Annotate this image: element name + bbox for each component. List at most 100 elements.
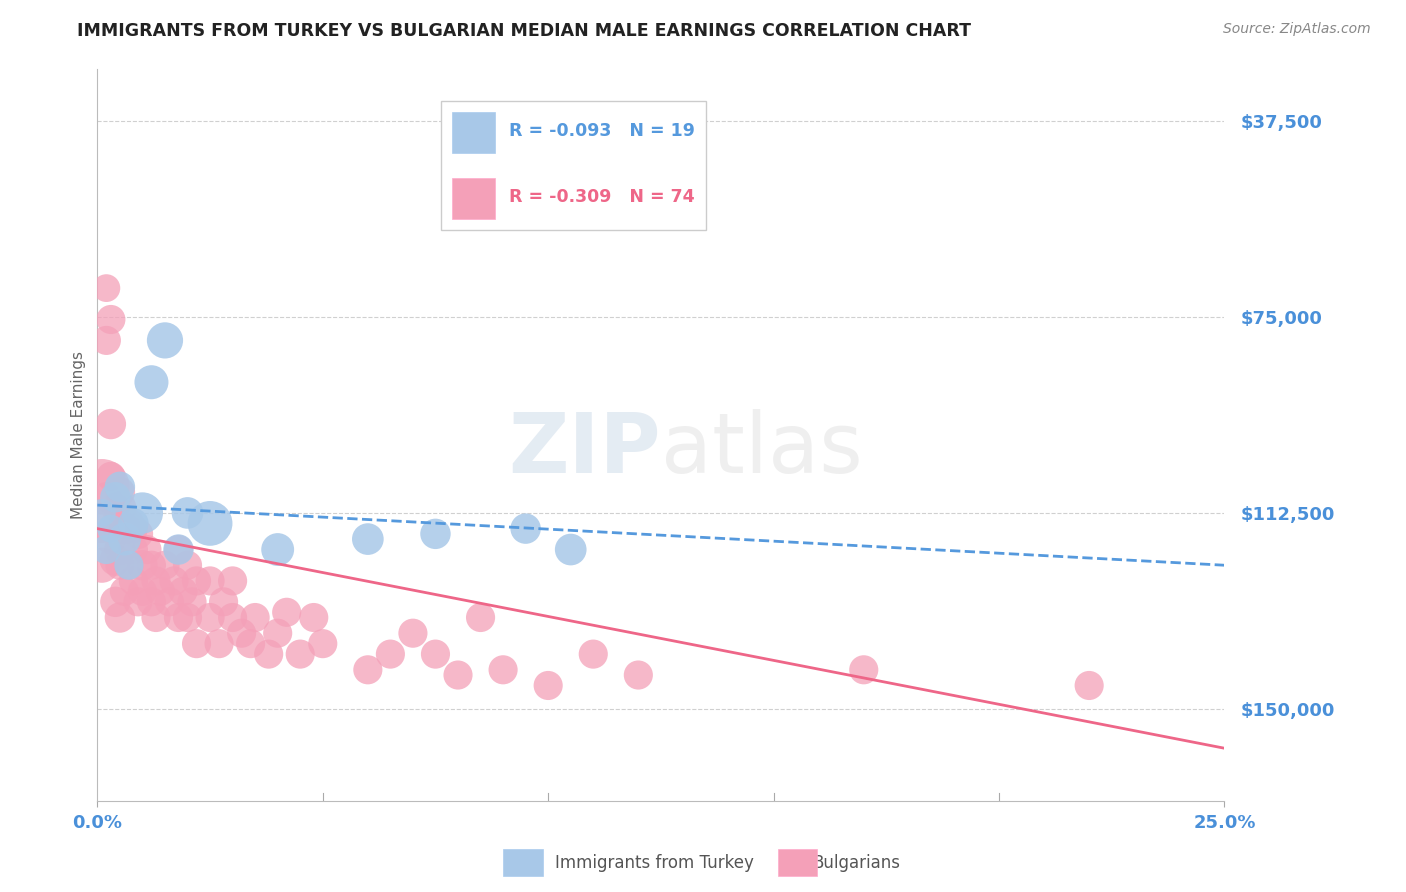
Point: [131, 506, 153, 520]
Point: [122, 522, 145, 536]
Text: ZIP: ZIP: [509, 409, 661, 490]
Point: [425, 647, 447, 661]
Point: [100, 522, 122, 536]
Point: [108, 500, 131, 515]
Point: [257, 647, 280, 661]
Point: [159, 595, 181, 609]
Text: IMMIGRANTS FROM TURKEY VS BULGARIAN MEDIAN MALE EARNINGS CORRELATION CHART: IMMIGRANTS FROM TURKEY VS BULGARIAN MEDI…: [77, 22, 972, 40]
Point: [167, 610, 190, 624]
Point: [198, 610, 221, 624]
Point: [90, 558, 112, 573]
Text: Immigrants from Turkey: Immigrants from Turkey: [555, 855, 754, 872]
Point: [266, 542, 288, 557]
Point: [108, 485, 131, 500]
Point: [181, 595, 204, 609]
Point: [425, 526, 447, 541]
Point: [402, 626, 425, 640]
Point: [112, 532, 135, 546]
Point: [167, 542, 190, 557]
Point: [176, 610, 198, 624]
Point: [221, 610, 243, 624]
Point: [149, 584, 172, 599]
Point: [90, 480, 112, 494]
Point: [186, 574, 208, 588]
Point: [186, 637, 208, 651]
Point: [1078, 678, 1101, 692]
Text: R = -0.093   N = 19: R = -0.093 N = 19: [509, 121, 695, 140]
Point: [118, 516, 141, 531]
Point: [447, 668, 470, 682]
Point: [96, 334, 118, 348]
Point: [100, 469, 122, 483]
Point: [108, 542, 131, 557]
Point: [108, 480, 131, 494]
Point: [90, 506, 112, 520]
Text: Source: ZipAtlas.com: Source: ZipAtlas.com: [1223, 22, 1371, 37]
Point: [145, 574, 167, 588]
Point: [100, 417, 122, 431]
FancyBboxPatch shape: [453, 178, 495, 219]
Point: [153, 334, 176, 348]
Point: [100, 312, 122, 326]
Point: [163, 574, 186, 588]
Point: [90, 516, 112, 531]
Point: [118, 558, 141, 573]
Point: [537, 678, 560, 692]
FancyBboxPatch shape: [441, 102, 706, 229]
Point: [104, 500, 127, 515]
Point: [96, 281, 118, 295]
Point: [492, 663, 515, 677]
Point: [96, 490, 118, 504]
Point: [122, 542, 145, 557]
Point: [104, 595, 127, 609]
Point: [221, 574, 243, 588]
Point: [198, 516, 221, 531]
Point: [112, 522, 135, 536]
Point: [141, 558, 163, 573]
Point: [153, 558, 176, 573]
Point: [231, 626, 253, 640]
Point: [141, 595, 163, 609]
Point: [470, 610, 492, 624]
Text: R = -0.309   N = 74: R = -0.309 N = 74: [509, 187, 695, 206]
Point: [127, 526, 149, 541]
Point: [239, 637, 262, 651]
Point: [212, 595, 235, 609]
Point: [96, 542, 118, 557]
Point: [357, 663, 380, 677]
Point: [357, 532, 380, 546]
Y-axis label: Median Male Earnings: Median Male Earnings: [72, 351, 86, 518]
Point: [122, 574, 145, 588]
Point: [266, 626, 288, 640]
Point: [104, 490, 127, 504]
Point: [852, 663, 875, 677]
Point: [127, 595, 149, 609]
Point: [208, 637, 231, 651]
Point: [112, 584, 135, 599]
Point: [176, 506, 198, 520]
Text: atlas: atlas: [661, 409, 863, 490]
Point: [131, 558, 153, 573]
Point: [176, 558, 198, 573]
Point: [560, 542, 582, 557]
Point: [167, 542, 190, 557]
Point: [582, 647, 605, 661]
Point: [108, 558, 131, 573]
Point: [131, 584, 153, 599]
Point: [172, 584, 194, 599]
Point: [136, 542, 159, 557]
FancyBboxPatch shape: [453, 112, 495, 153]
Point: [100, 532, 122, 546]
Point: [312, 637, 335, 651]
Point: [627, 668, 650, 682]
Point: [302, 610, 325, 624]
Point: [104, 553, 127, 567]
Point: [380, 647, 402, 661]
Point: [112, 516, 135, 531]
Point: [122, 516, 145, 531]
Point: [145, 610, 167, 624]
Point: [198, 574, 221, 588]
Point: [276, 605, 298, 619]
Point: [118, 558, 141, 573]
Point: [108, 610, 131, 624]
